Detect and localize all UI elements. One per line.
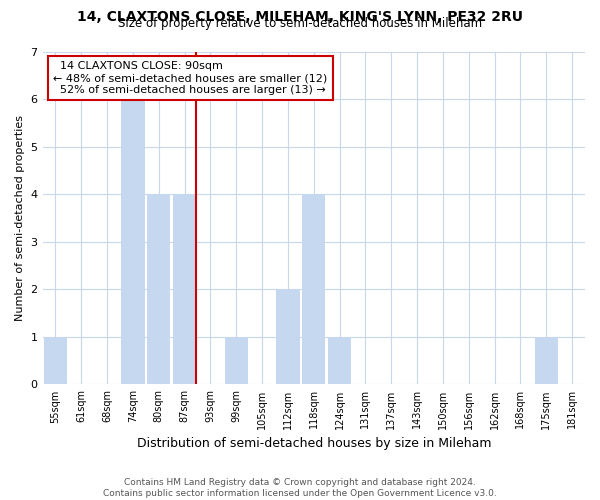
Text: 14, CLAXTONS CLOSE, MILEHAM, KING'S LYNN, PE32 2RU: 14, CLAXTONS CLOSE, MILEHAM, KING'S LYNN… [77,10,523,24]
Bar [535,337,558,384]
Bar [224,337,248,384]
Bar [328,337,351,384]
Text: 14 CLAXTONS CLOSE: 90sqm
← 48% of semi-detached houses are smaller (12)
  52% of: 14 CLAXTONS CLOSE: 90sqm ← 48% of semi-d… [53,62,328,94]
Bar [147,194,170,384]
X-axis label: Distribution of semi-detached houses by size in Mileham: Distribution of semi-detached houses by … [137,437,491,450]
Bar [302,194,325,384]
Text: Size of property relative to semi-detached houses in Mileham: Size of property relative to semi-detach… [118,18,482,30]
Y-axis label: Number of semi-detached properties: Number of semi-detached properties [15,115,25,321]
Bar [277,290,299,384]
Bar [121,99,145,384]
Text: Contains HM Land Registry data © Crown copyright and database right 2024.
Contai: Contains HM Land Registry data © Crown c… [103,478,497,498]
Bar [44,337,67,384]
Bar [173,194,196,384]
